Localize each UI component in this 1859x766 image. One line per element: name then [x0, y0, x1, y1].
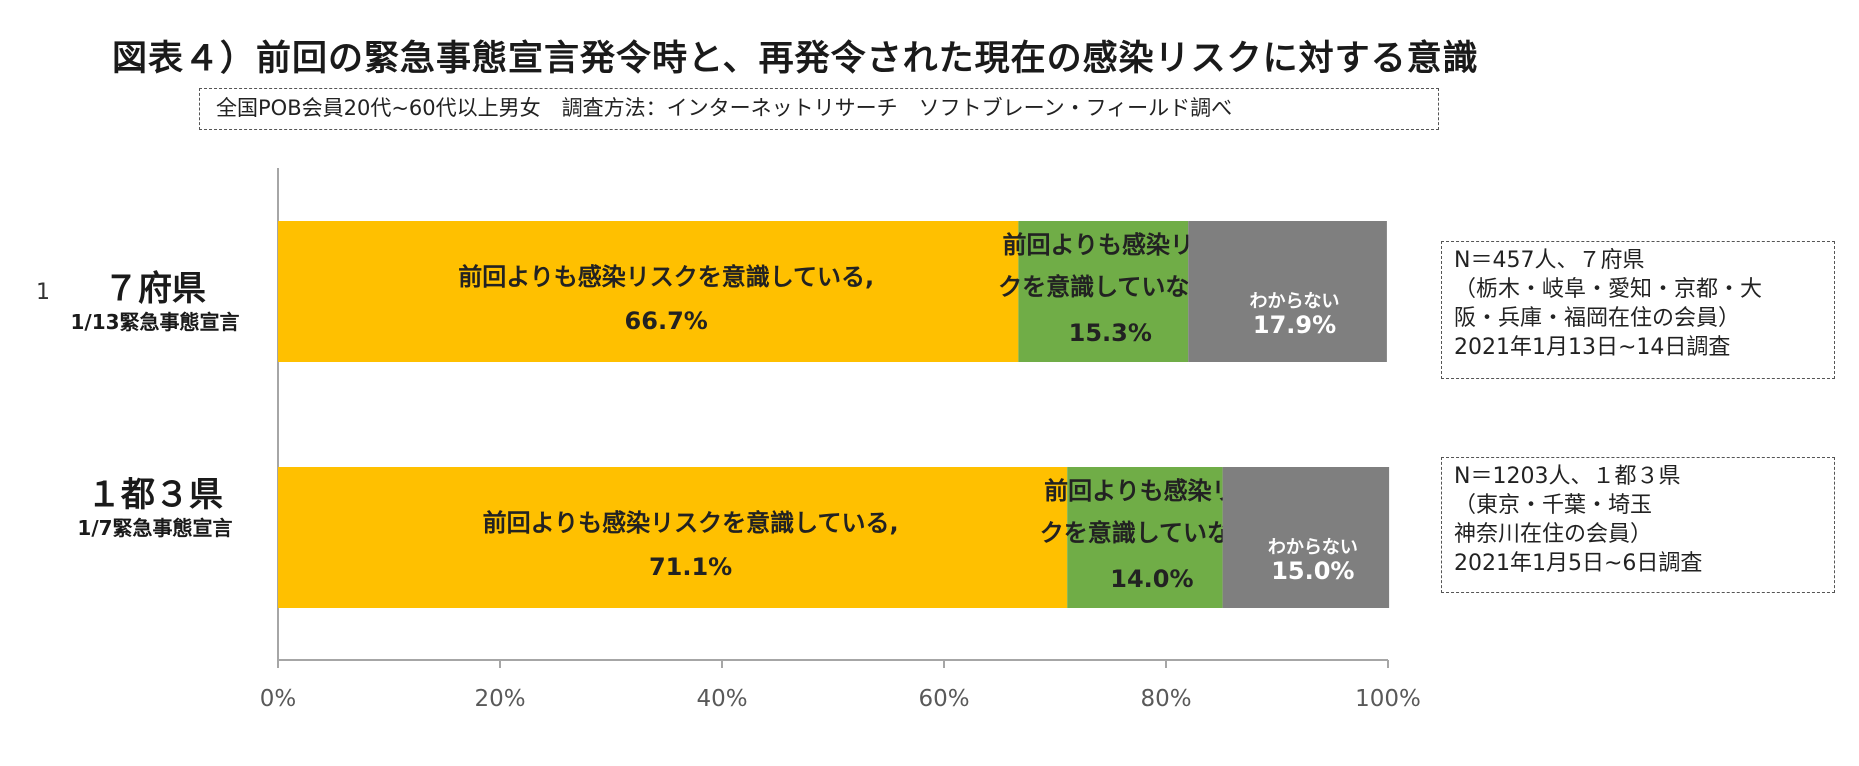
note-line: 神奈川在住の会員）	[1454, 522, 1653, 547]
bar-segment-unknown	[1188, 221, 1387, 362]
data-label-text: 前回よりも感染リスクを意識している,	[483, 509, 899, 537]
sample-note-tokyo-area: N＝1203人、１都３県 （東京・千葉・埼玉 神奈川在住の会員） 2021年1月…	[1441, 457, 1835, 593]
row-label-tokyo-area: １都３県 1/7緊急事態宣言	[50, 474, 260, 540]
bar-segment-aware	[278, 221, 1019, 362]
data-label-text: わからない	[1250, 291, 1340, 312]
data-label-text: 前回よりも感染リスクを意識している,	[458, 263, 874, 291]
row-label-main: ７府県	[104, 269, 206, 309]
bar-segment-unknown	[1222, 467, 1390, 608]
note-line: 2021年1月13日~14日調査	[1454, 335, 1731, 360]
bar-segment-aware	[278, 467, 1068, 608]
row-label-main: １都３県	[87, 475, 223, 515]
bar-segment-not-aware	[1067, 467, 1223, 608]
note-line: N＝457人、７府県	[1454, 248, 1645, 273]
x-tick-label: 0%	[260, 686, 297, 712]
stray-mark: 1	[36, 280, 50, 305]
survey-subtitle: 全国POB会員20代~60代以上男女 調査方法：インターネットリサーチ ソフトブ…	[199, 88, 1439, 130]
bar-segment-not-aware	[1018, 221, 1189, 362]
note-line: N＝1203人、１都３県	[1454, 464, 1681, 489]
data-label-text: わからない	[1268, 537, 1358, 558]
note-line: （栃木・岐阜・愛知・京都・大	[1454, 277, 1763, 302]
x-tick-label: 40%	[696, 686, 747, 712]
chart-title: 図表４）前回の緊急事態宣言発令時と、再発令された現在の感染リスクに対する意識	[112, 39, 1479, 79]
data-label-text: 前回よりも感染リス	[1003, 231, 1219, 259]
note-line: 阪・兵庫・福岡在住の会員）	[1454, 306, 1741, 331]
data-label-value: 15.3%	[1069, 319, 1152, 347]
data-label-value: 15.0%	[1271, 557, 1354, 585]
row-label-sub: 1/7緊急事態宣言	[77, 516, 233, 540]
data-label-value: 66.7%	[625, 307, 708, 335]
note-line: 2021年1月5日~6日調査	[1454, 551, 1703, 576]
note-line: （東京・千葉・埼玉	[1454, 493, 1653, 518]
data-label-value: 71.1%	[649, 553, 732, 581]
x-tick-label: 80%	[1140, 686, 1191, 712]
data-label-text: クを意識していない,	[998, 273, 1222, 301]
row-label-7prefectures: ７府県 1/13緊急事態宣言	[50, 268, 260, 334]
row-label-sub: 1/13緊急事態宣言	[70, 310, 240, 334]
x-tick-label: 20%	[474, 686, 525, 712]
sample-note-7prefectures: N＝457人、７府県 （栃木・岐阜・愛知・京都・大 阪・兵庫・福岡在住の会員） …	[1441, 241, 1835, 379]
data-label-value: 14.0%	[1110, 565, 1193, 593]
x-tick-label: 100%	[1355, 686, 1421, 712]
data-label-value: 17.9%	[1253, 311, 1336, 339]
x-tick-label: 60%	[918, 686, 969, 712]
